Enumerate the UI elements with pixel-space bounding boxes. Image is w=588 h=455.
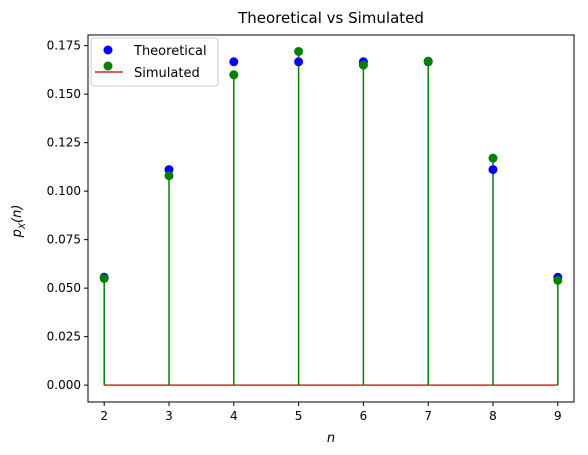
y-tick-label-2: 0.050: [47, 281, 81, 295]
plot-area: 2 3 4 5 6 7 8 9 0.000 0.025 0.050 0.075 0.100 0.125 0.…: [47, 34, 575, 423]
theoretical-point-5: [294, 57, 304, 67]
simulated-point-5: [294, 46, 304, 56]
y-tick-label-0: 0.000: [47, 378, 81, 392]
theoretical-point-4: [229, 57, 239, 67]
y-tick-label-7: 0.175: [47, 39, 81, 53]
x-tick-label-7: 7: [424, 409, 432, 423]
y-axis-title-main: p: [10, 229, 25, 238]
x-tick-label-5: 5: [295, 409, 303, 423]
x-tick-label-8: 8: [489, 409, 497, 423]
simulated-point-9: [553, 275, 563, 285]
x-tick-label-2: 2: [100, 409, 108, 423]
y-tick-label-6: 0.150: [47, 87, 81, 101]
y-axis-title-tail: (n): [10, 205, 25, 223]
legend-simulated-label: Simulated: [134, 66, 200, 81]
simulated-point-6: [358, 60, 368, 70]
axes-frame: [87, 34, 575, 403]
legend-simulated-marker-icon: [103, 61, 113, 71]
y-tick-label-3: 0.075: [47, 233, 81, 247]
x-tick-label-3: 3: [165, 409, 173, 423]
y-axis-title: pX(n): [10, 205, 28, 239]
x-tick-label-4: 4: [230, 409, 238, 423]
legend-box: [90, 37, 219, 87]
simulated-point-3: [164, 171, 174, 181]
simulated-point-4: [229, 70, 239, 80]
x-axis-title: n: [327, 431, 335, 446]
legend-theoretical-label: Theoretical: [133, 44, 207, 59]
theoretical-point-8: [488, 165, 498, 175]
y-tick-label-5: 0.125: [47, 136, 81, 150]
y-tick-label-4: 0.100: [47, 184, 81, 198]
legend: Theoretical Simulated: [90, 37, 219, 87]
simulated-point-8: [488, 153, 498, 163]
simulated-point-7: [423, 56, 433, 66]
y-axis-title-subscript: X: [18, 222, 28, 230]
x-tick-label-6: 6: [360, 409, 368, 423]
chart-title: Theoretical vs Simulated: [237, 9, 424, 27]
y-tick-label-1: 0.025: [47, 330, 81, 344]
legend-theoretical-marker-icon: [103, 45, 113, 55]
simulated-point-2: [99, 273, 109, 283]
x-tick-label-9: 9: [554, 409, 562, 423]
